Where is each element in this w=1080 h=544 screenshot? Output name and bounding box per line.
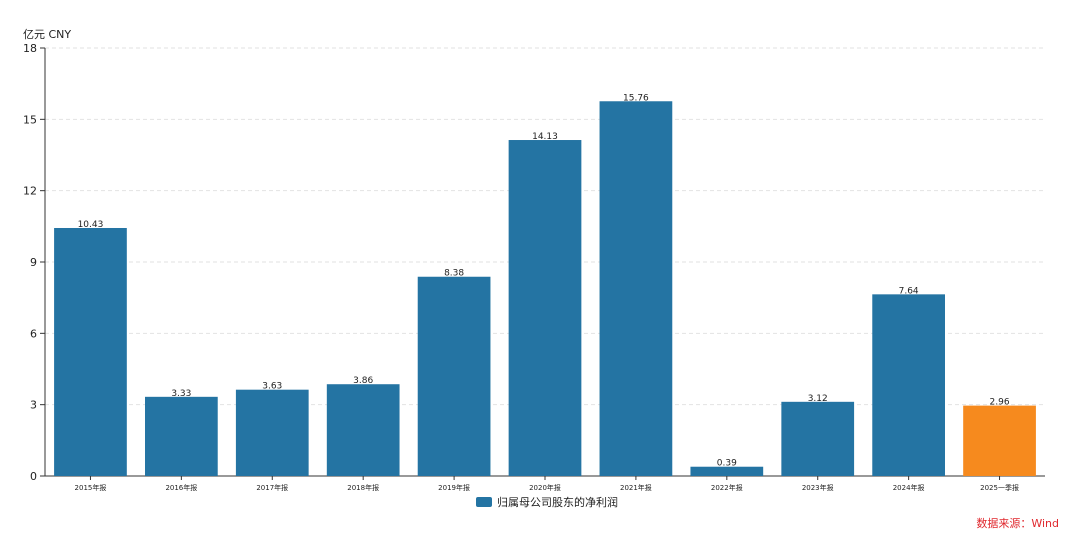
x-tick-label: 2019年报 bbox=[438, 483, 470, 492]
bar bbox=[417, 276, 491, 476]
y-axis-label: 亿元 CNY bbox=[23, 28, 71, 41]
x-tick-label: 2025一季报 bbox=[980, 483, 1019, 492]
data-label: 2.96 bbox=[990, 398, 1010, 408]
bar bbox=[508, 140, 582, 476]
legend-label: 归属母公司股东的净利润 bbox=[497, 495, 618, 509]
bar bbox=[963, 405, 1036, 476]
bar bbox=[54, 227, 127, 476]
bar bbox=[781, 401, 855, 476]
y-tick-label: 6 bbox=[30, 327, 37, 340]
x-tick-label: 2018年报 bbox=[347, 483, 379, 492]
data-label: 0.39 bbox=[717, 459, 737, 469]
y-tick-label: 9 bbox=[30, 256, 37, 269]
bar bbox=[872, 294, 945, 476]
x-tick-label: 2015年报 bbox=[75, 483, 107, 492]
x-tick-label: 2016年报 bbox=[165, 483, 197, 492]
x-tick-label: 2017年报 bbox=[256, 483, 288, 492]
data-label: 10.43 bbox=[78, 220, 104, 230]
data-label: 8.38 bbox=[444, 269, 464, 279]
bar bbox=[690, 466, 764, 476]
legend-swatch bbox=[476, 497, 492, 507]
y-tick-label: 3 bbox=[30, 399, 37, 412]
bar bbox=[145, 396, 218, 476]
x-tick-label: 2022年报 bbox=[711, 483, 743, 492]
x-tick-label: 2021年报 bbox=[620, 483, 652, 492]
data-labels: 10.43 3.33 3.63 3.86 8.38 14.13 15.76 0.39 3.12 7… bbox=[78, 93, 1010, 468]
bar bbox=[235, 389, 309, 476]
y-tick-label: 0 bbox=[30, 470, 37, 483]
data-label: 7.64 bbox=[899, 286, 919, 296]
legend[interactable]: 归属母公司股东的净利润 bbox=[476, 495, 618, 509]
data-label: 3.63 bbox=[262, 382, 282, 392]
data-label: 3.33 bbox=[171, 389, 191, 399]
y-tick-label: 15 bbox=[23, 113, 37, 126]
bar bbox=[326, 384, 400, 476]
source-note: 数据来源：Wind bbox=[976, 516, 1059, 530]
data-label: 3.12 bbox=[808, 394, 828, 404]
data-label: 3.86 bbox=[353, 376, 373, 386]
data-label: 15.76 bbox=[623, 93, 649, 103]
bar bbox=[599, 101, 673, 477]
y-tick-label: 12 bbox=[23, 185, 37, 198]
data-label: 14.13 bbox=[532, 132, 558, 142]
axes: 0 3 6 9 12 15 18 2015年报 2016年报 2017年报 2018年报 2019年报… bbox=[23, 42, 1045, 492]
x-tick-label: 2024年报 bbox=[893, 483, 925, 492]
y-tick-label: 18 bbox=[23, 42, 37, 55]
x-tick-label: 2023年报 bbox=[802, 483, 834, 492]
bars bbox=[54, 101, 1036, 477]
x-tick-label: 2020年报 bbox=[529, 483, 561, 492]
